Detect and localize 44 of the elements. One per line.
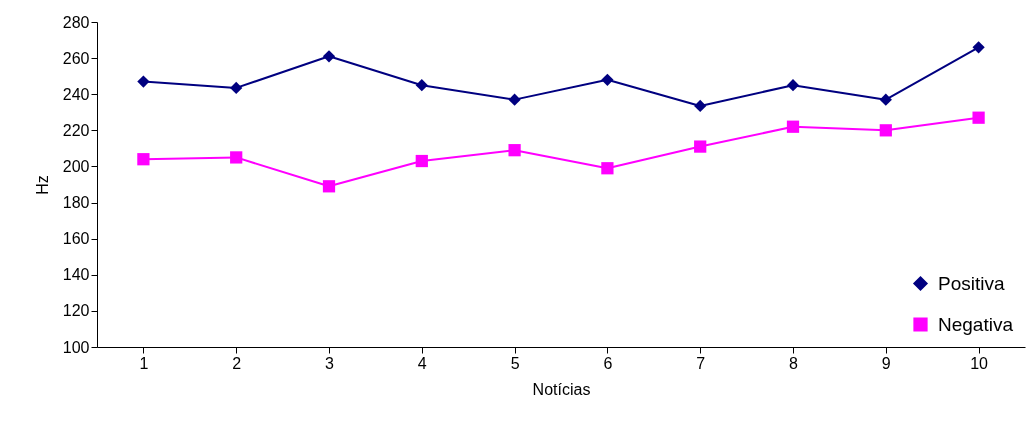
point bbox=[601, 73, 614, 86]
point bbox=[879, 124, 892, 137]
point bbox=[508, 93, 521, 106]
point bbox=[230, 81, 243, 95]
x-tick-label: 3 bbox=[325, 354, 335, 372]
y-tick-label: 100 bbox=[62, 338, 90, 356]
y-tick-label: 260 bbox=[62, 49, 90, 67]
point bbox=[786, 120, 800, 133]
y-tick-label: 280 bbox=[62, 13, 90, 31]
point bbox=[230, 151, 243, 164]
point bbox=[137, 75, 150, 88]
y-tick-label: 180 bbox=[62, 194, 90, 212]
point bbox=[415, 154, 428, 168]
point bbox=[786, 79, 800, 92]
point bbox=[694, 99, 707, 113]
x-tick-label: 8 bbox=[789, 354, 799, 372]
x-tick-label: 2 bbox=[232, 354, 242, 372]
point bbox=[601, 162, 614, 175]
point bbox=[508, 144, 521, 157]
point bbox=[972, 41, 985, 54]
point bbox=[694, 140, 707, 153]
x-tick-label: 9 bbox=[881, 354, 891, 372]
x-tick-label: 7 bbox=[696, 354, 706, 372]
y-tick-label: 120 bbox=[62, 302, 90, 320]
x-axis-title: Notícias bbox=[532, 380, 591, 398]
legend-label: Negativa bbox=[938, 313, 1014, 335]
y-tick-label: 200 bbox=[62, 157, 90, 175]
x-tick-label: 1 bbox=[139, 354, 149, 372]
point bbox=[137, 153, 150, 166]
x-tick-label: 5 bbox=[510, 354, 520, 372]
y-tick-label: 240 bbox=[62, 85, 90, 103]
y-tick-label: 140 bbox=[62, 266, 90, 284]
legend-label: Positiva bbox=[938, 272, 1005, 294]
point bbox=[972, 111, 985, 124]
point bbox=[879, 93, 892, 106]
x-tick-label: 4 bbox=[417, 354, 427, 372]
y-tick-label: 220 bbox=[62, 121, 90, 139]
y-tick-label: 160 bbox=[62, 230, 90, 248]
point bbox=[415, 79, 428, 92]
x-tick-label: 6 bbox=[603, 354, 613, 372]
x-tick-label: 10 bbox=[970, 354, 989, 372]
y-axis-title: Hz bbox=[33, 175, 51, 195]
point bbox=[322, 50, 336, 63]
point bbox=[322, 180, 336, 193]
